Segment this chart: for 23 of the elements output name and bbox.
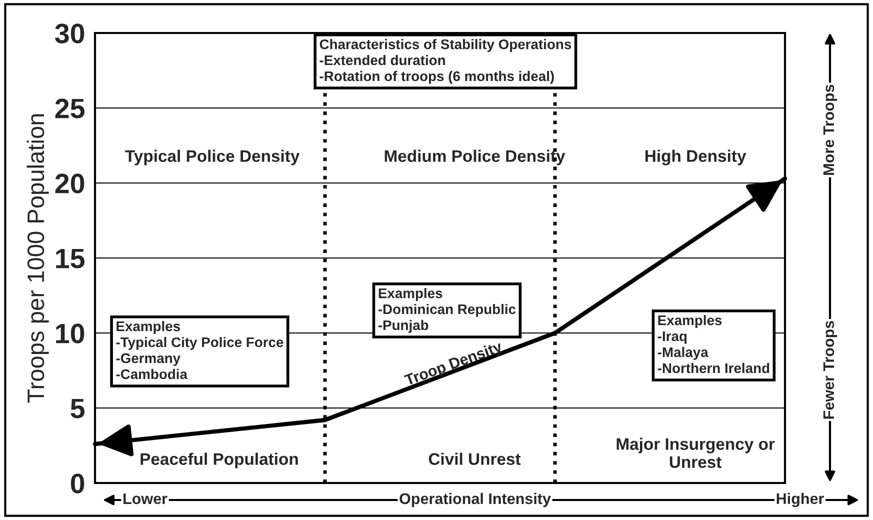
annotation: Peaceful Population [140,452,298,468]
text: Higher [776,492,824,508]
y-tick-label: 25 [55,98,85,118]
y-axis-title: Troops per 1000 Population [26,114,49,403]
annotation: Examples -Typical City Police Force -Germany -Cambodia [116,321,284,380]
y-tick-label: 10 [56,324,84,344]
annotation: Typical Police Density [125,150,300,166]
x-axis-title: Operational Intensity [400,492,551,508]
annotation: Major Insurgency or Unrest [616,438,775,468]
y-tick-label: 20 [55,174,84,194]
text: More Troops [823,84,838,175]
text: Fewer Troops [823,320,838,419]
y-tick-label: 30 [55,24,84,44]
text: Lower [124,493,168,504]
annotation: Medium Police Density [384,150,566,166]
annotation: High Density [645,150,746,166]
y-tick-label: 5 [70,398,85,418]
annotation: Characteristics of Stability Operations -Extended duration -Rotation of troops (6 months ideal) [320,39,572,84]
y-tick-label: 0 [70,474,84,494]
y-tick-label: 15 [56,248,85,268]
annotation: Civil Unrest [428,452,521,465]
annotation: Examples -Iraq -Malaya -Northern Ireland [658,315,770,374]
annotation: Examples -Dominican Republic -Punjab [378,288,516,333]
